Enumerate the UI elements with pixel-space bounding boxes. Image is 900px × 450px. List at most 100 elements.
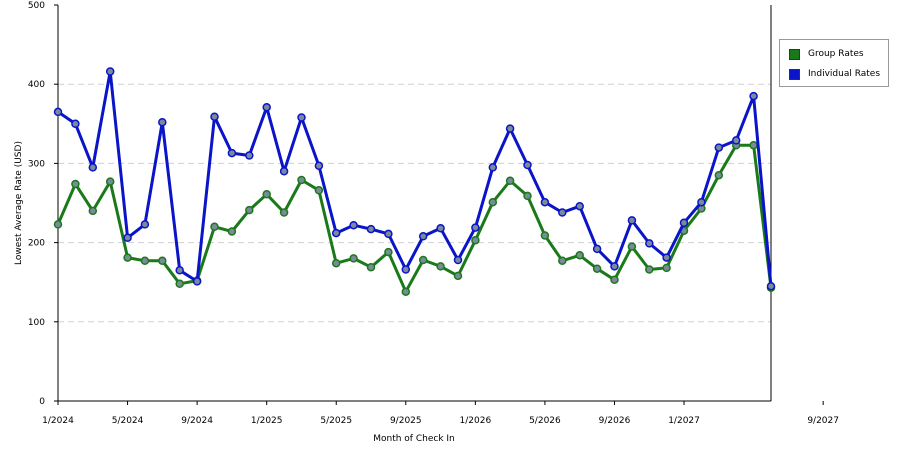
data-point xyxy=(158,117,167,127)
data-point xyxy=(331,258,341,268)
data-point xyxy=(645,239,654,248)
y-ticks: 0 100 200 300 400 500 xyxy=(28,1,58,407)
data-point xyxy=(453,271,463,281)
x-tick-label: 9/2026 xyxy=(599,416,631,426)
data-point xyxy=(175,266,184,275)
legend-swatch-individual-rates xyxy=(789,68,800,80)
data-point xyxy=(610,275,619,285)
data-point xyxy=(697,197,706,207)
x-tick-label: 5/2026 xyxy=(529,416,561,426)
data-point xyxy=(366,224,376,234)
data-point xyxy=(679,218,689,228)
data-point xyxy=(558,208,567,217)
data-point xyxy=(262,190,271,199)
data-point xyxy=(714,171,724,180)
y-tick-label: 500 xyxy=(28,1,45,11)
data-point xyxy=(592,244,602,254)
data-point xyxy=(418,232,428,241)
data-point xyxy=(192,277,202,286)
data-point xyxy=(384,247,393,257)
series-line xyxy=(57,70,773,287)
data-point xyxy=(575,251,584,260)
data-point xyxy=(488,197,498,207)
legend-item-individual-rates: Individual Rates xyxy=(789,67,880,81)
data-point xyxy=(123,253,132,262)
data-point xyxy=(210,112,219,121)
legend-swatch-group-rates xyxy=(789,48,800,60)
data-point xyxy=(575,201,584,211)
x-tick-label: 9/2024 xyxy=(181,416,213,426)
y-axis-title: Lowest Average Rate (USD) xyxy=(14,141,24,265)
data-point xyxy=(175,279,184,289)
data-point xyxy=(105,177,115,186)
data-point xyxy=(401,265,411,274)
data-point xyxy=(245,205,254,215)
data-point xyxy=(53,220,63,229)
data-point xyxy=(245,151,254,160)
data-point xyxy=(453,255,463,265)
data-point xyxy=(349,254,358,263)
data-point xyxy=(314,186,324,195)
data-point xyxy=(662,263,671,273)
data-point xyxy=(314,161,324,171)
data-point xyxy=(766,281,776,291)
data-point xyxy=(592,264,602,273)
data-point xyxy=(227,227,237,236)
series-individual-rates xyxy=(53,67,776,291)
data-point xyxy=(558,256,567,266)
data-point xyxy=(540,231,550,240)
data-point xyxy=(401,287,411,296)
x-tick-label: 9/2025 xyxy=(390,416,422,426)
x-tick-label: 1/2027 xyxy=(668,416,700,426)
x-tick-label: 1/2026 xyxy=(460,416,492,426)
data-point xyxy=(279,208,289,217)
data-point xyxy=(523,160,532,170)
data-point xyxy=(505,124,515,133)
legend-label: Group Rates xyxy=(808,49,864,59)
data-point xyxy=(662,253,671,262)
data-point xyxy=(210,222,219,232)
x-tick-label: 1/2024 xyxy=(42,416,74,426)
y-tick-label: 0 xyxy=(39,397,45,407)
data-point xyxy=(88,163,98,172)
data-point xyxy=(297,175,306,185)
data-point xyxy=(610,262,619,271)
data-point xyxy=(505,176,515,186)
axes xyxy=(57,5,772,402)
data-point xyxy=(297,113,306,122)
data-point xyxy=(366,262,376,272)
data-point xyxy=(384,229,393,239)
y-tick-label: 100 xyxy=(28,318,45,328)
legend: Group Rates Individual Rates xyxy=(779,39,889,87)
data-point xyxy=(645,265,654,274)
data-point xyxy=(71,179,80,189)
data-point xyxy=(436,262,445,271)
x-tick-label: 1/2025 xyxy=(251,416,283,426)
y-tick-label: 300 xyxy=(28,159,45,169)
data-point xyxy=(53,107,63,117)
data-point xyxy=(331,228,341,238)
legend-label: Individual Rates xyxy=(808,69,881,79)
data-point xyxy=(540,197,550,207)
data-point xyxy=(627,216,637,225)
data-point xyxy=(523,191,532,201)
x-ticks: 1/2024 5/2024 9/2024 1/2025 5/2025 9/2025 1/20… xyxy=(42,401,839,426)
data-point xyxy=(749,91,758,101)
y-tick-label: 400 xyxy=(28,80,45,90)
series-group-rates xyxy=(53,140,776,296)
data-point xyxy=(227,148,237,158)
data-point xyxy=(471,235,480,245)
data-point xyxy=(88,206,98,216)
legend-item-group-rates: Group Rates xyxy=(789,47,864,61)
x-axis-title: Month of Check In xyxy=(373,434,455,444)
data-point xyxy=(731,136,741,145)
y-tick-label: 200 xyxy=(28,239,45,249)
data-point xyxy=(123,233,132,243)
data-point xyxy=(418,255,428,265)
data-point xyxy=(279,167,289,176)
x-tick-label: 9/2027 xyxy=(807,416,839,426)
data-point xyxy=(262,102,271,112)
data-point xyxy=(140,256,150,266)
data-point xyxy=(436,224,445,233)
data-point xyxy=(71,119,80,129)
